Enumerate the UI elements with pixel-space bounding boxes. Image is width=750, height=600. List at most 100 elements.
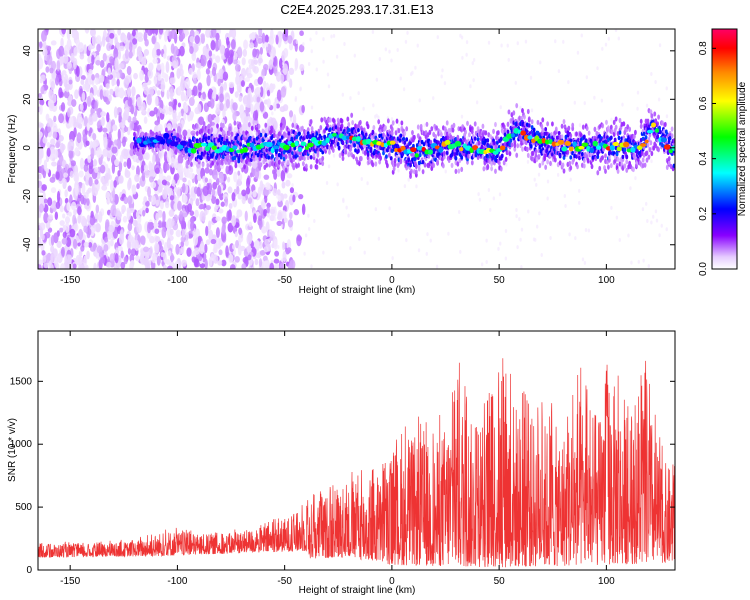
spectrogram-cell xyxy=(258,57,263,64)
spectrogram-cell xyxy=(180,79,186,92)
spectrogram-cell xyxy=(42,137,48,144)
spectrogram-cell xyxy=(215,108,221,115)
spectrogram-cell xyxy=(247,122,251,128)
spectrogram-cell xyxy=(118,45,125,52)
spectrogram-cell xyxy=(397,128,401,134)
spectrogram-cell xyxy=(581,257,585,262)
spectrogram-cell xyxy=(63,178,67,188)
spectrogram-cell xyxy=(390,117,394,122)
spectrogram-cell xyxy=(232,102,238,111)
spectrogram-cell xyxy=(127,97,133,107)
spectrogram-cell xyxy=(269,214,275,222)
spectrogram-cell xyxy=(73,121,79,128)
spectrogram-cell xyxy=(288,67,295,76)
spectrogram-cell xyxy=(537,172,541,177)
spectrogram-cell xyxy=(562,118,566,125)
spectrogram-cell xyxy=(582,163,586,169)
spectrogram-cell xyxy=(326,123,329,129)
spectrogram-cell xyxy=(47,118,53,129)
spectrogram-cell xyxy=(80,215,86,226)
spectrogram-cell xyxy=(175,243,180,255)
spectrogram-cell xyxy=(535,182,538,187)
spectrogram-cell xyxy=(52,122,58,133)
spectrogram-cell xyxy=(70,201,77,211)
spectrogram-cell xyxy=(505,162,508,167)
spectrogram-cell xyxy=(218,249,223,256)
spectrogram-cell xyxy=(243,116,249,124)
spectrogram-cell xyxy=(607,125,610,131)
spectrogram-cell xyxy=(131,29,136,37)
spectrogram-cell xyxy=(456,161,460,167)
spectrogram-cell xyxy=(169,77,176,85)
spectrogram-cell xyxy=(270,117,277,125)
spectrogram-cell xyxy=(55,142,60,149)
spectrogram-cell xyxy=(423,123,426,128)
spectrogram-cell xyxy=(494,168,497,174)
spectrogram-cell xyxy=(145,207,149,214)
spectrogram-cell xyxy=(230,39,236,50)
spectrogram-cell xyxy=(336,182,339,187)
spectrogram-cell xyxy=(56,60,61,72)
spectrogram-cell xyxy=(228,81,235,89)
spectrogram-cell xyxy=(232,110,237,122)
spectrogram-cell xyxy=(227,130,231,137)
spectrogram-cell xyxy=(247,197,253,204)
spectrogram-cell xyxy=(461,55,464,60)
spectrogram-cell xyxy=(141,101,146,114)
spectrogram-cell xyxy=(136,165,140,177)
spectrogram-cell xyxy=(170,220,175,227)
spectrogram-cell xyxy=(88,68,93,75)
spectrogram-cell xyxy=(167,265,173,269)
spectrogram-cell xyxy=(509,138,513,143)
spectrogram-cell xyxy=(98,74,105,83)
spectrogram-cell xyxy=(392,166,396,172)
spectrogram-cell xyxy=(72,238,78,249)
spectrogram-cell xyxy=(169,252,174,263)
spectrogram-cell xyxy=(487,188,491,193)
spectrogram-cell xyxy=(175,173,180,181)
spectrogram-cell xyxy=(186,247,192,257)
spectrogram-cell xyxy=(414,163,418,170)
spectrogram-cell xyxy=(387,152,391,158)
spectrogram-cell xyxy=(126,209,131,221)
spectrogram-cell xyxy=(345,205,348,210)
spectrogram-cell xyxy=(177,200,182,211)
spectrogram-cell xyxy=(322,250,325,255)
spectrogram-cell xyxy=(236,186,240,195)
spectrogram-cell xyxy=(118,122,124,128)
spectrogram-cell xyxy=(473,121,477,127)
spectrogram-cell xyxy=(96,43,101,53)
spectrogram-cell xyxy=(325,180,329,185)
spectrogram-cell xyxy=(236,209,243,218)
spectrogram-cell xyxy=(226,176,231,183)
spectrogram-cell xyxy=(281,124,285,130)
spectrogram-cell xyxy=(130,248,137,256)
spectrogram-cell xyxy=(62,231,67,239)
spectrogram-cell xyxy=(571,122,575,128)
spectrogram-cell xyxy=(442,154,446,160)
spectrogram-cell xyxy=(250,59,255,67)
spectrogram-cell xyxy=(181,183,186,194)
spectrogram-cell xyxy=(388,49,391,54)
spectrogram-cell xyxy=(596,66,599,71)
spectrogram-cell xyxy=(228,202,233,209)
spectrogram-cell xyxy=(195,123,199,129)
spectrogram-cell xyxy=(150,195,156,206)
spectrogram-cell xyxy=(40,86,45,95)
spectrogram-cell xyxy=(279,155,283,160)
spectrogram-cell xyxy=(63,172,68,178)
spectrogram-cell xyxy=(366,123,370,130)
spectrogram-cell xyxy=(215,39,220,52)
spectrogram-cell xyxy=(309,119,313,125)
spectrogram-cell xyxy=(485,259,488,264)
spectrogram-cell xyxy=(166,123,172,132)
spectrogram-cell xyxy=(309,164,313,170)
spectrogram-cell xyxy=(110,204,117,217)
spectrogram-cell xyxy=(257,123,261,129)
spectrogram-cell xyxy=(177,85,182,97)
spectrogram-cell xyxy=(108,225,114,232)
spectrogram-cell xyxy=(169,88,174,100)
spectrogram-cell xyxy=(243,39,249,50)
spectrogram-cell xyxy=(277,159,281,165)
spectrogram-cell xyxy=(91,34,97,46)
